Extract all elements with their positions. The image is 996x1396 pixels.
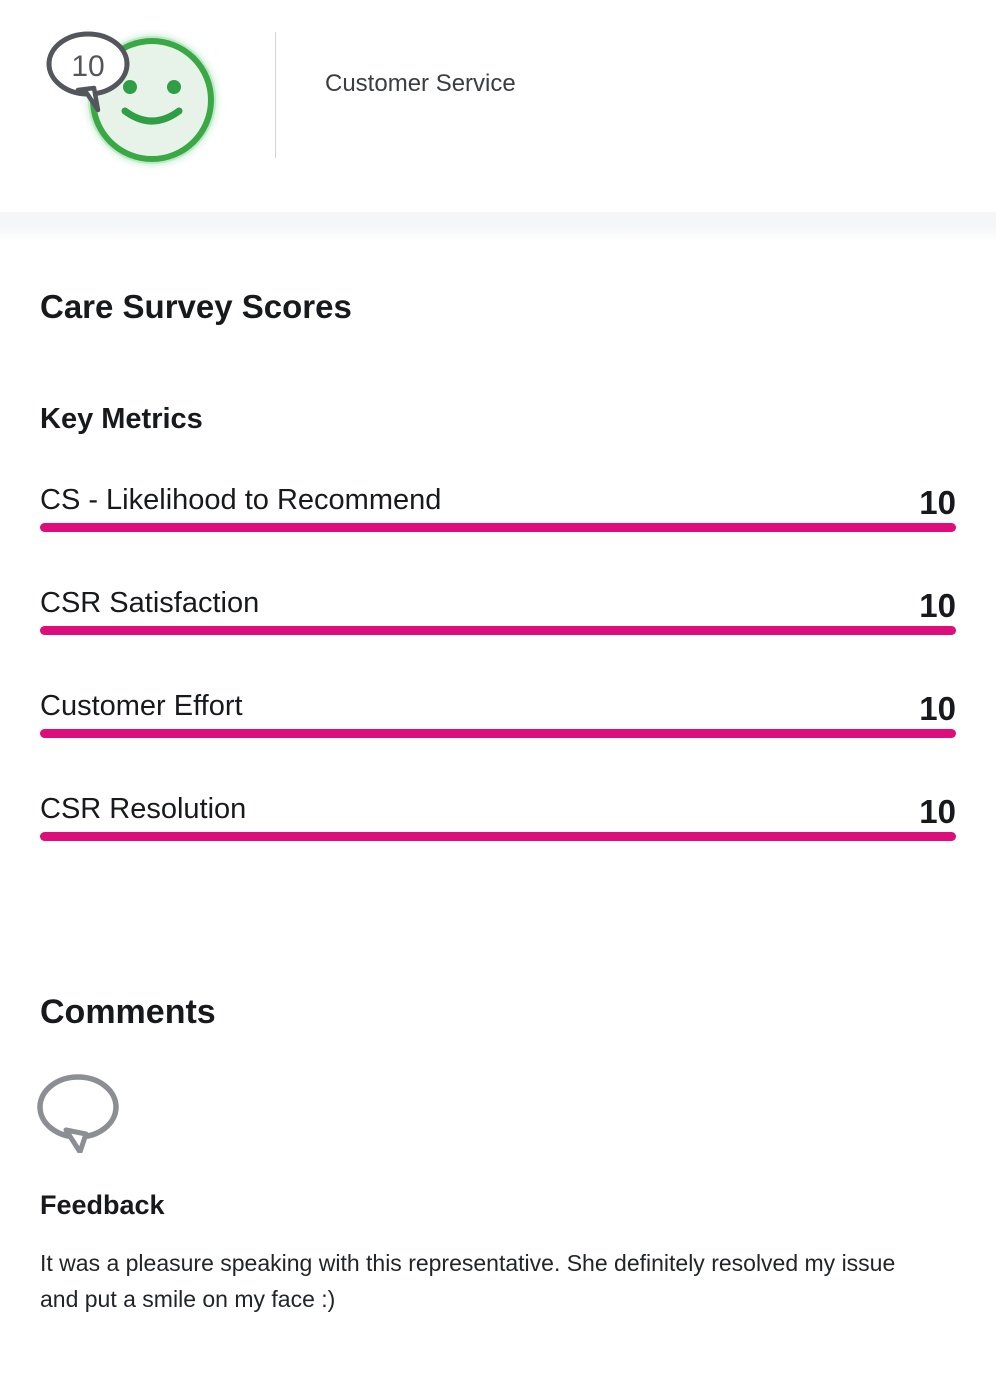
svg-text:10: 10: [71, 50, 104, 83]
